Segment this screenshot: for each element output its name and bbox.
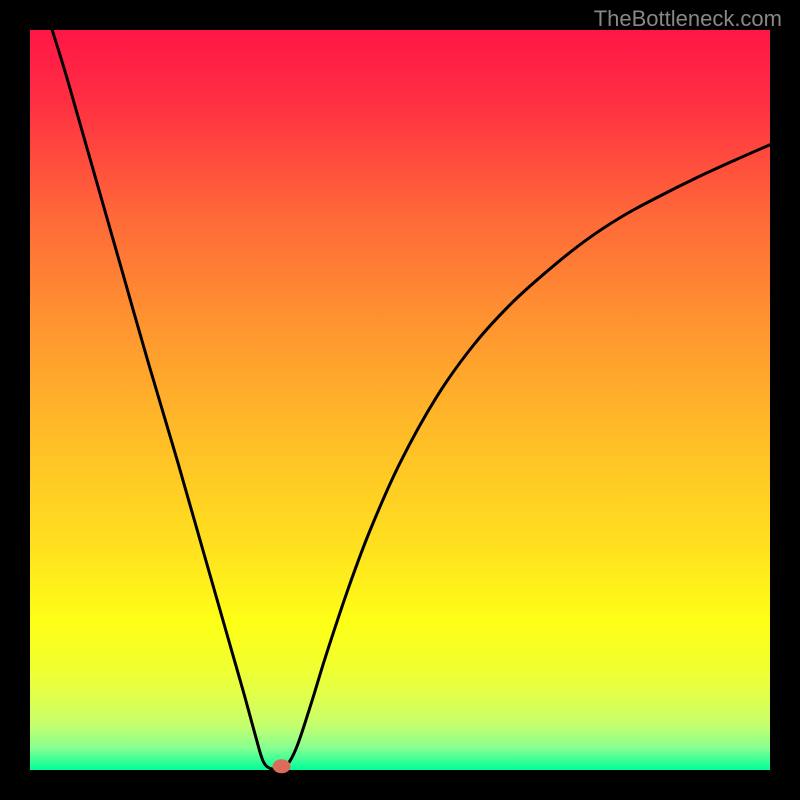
- bottleneck-chart: TheBottleneck.com: [0, 0, 800, 800]
- chart-svg: [0, 0, 800, 800]
- bottleneck-marker: [273, 759, 291, 773]
- watermark-text: TheBottleneck.com: [594, 6, 782, 32]
